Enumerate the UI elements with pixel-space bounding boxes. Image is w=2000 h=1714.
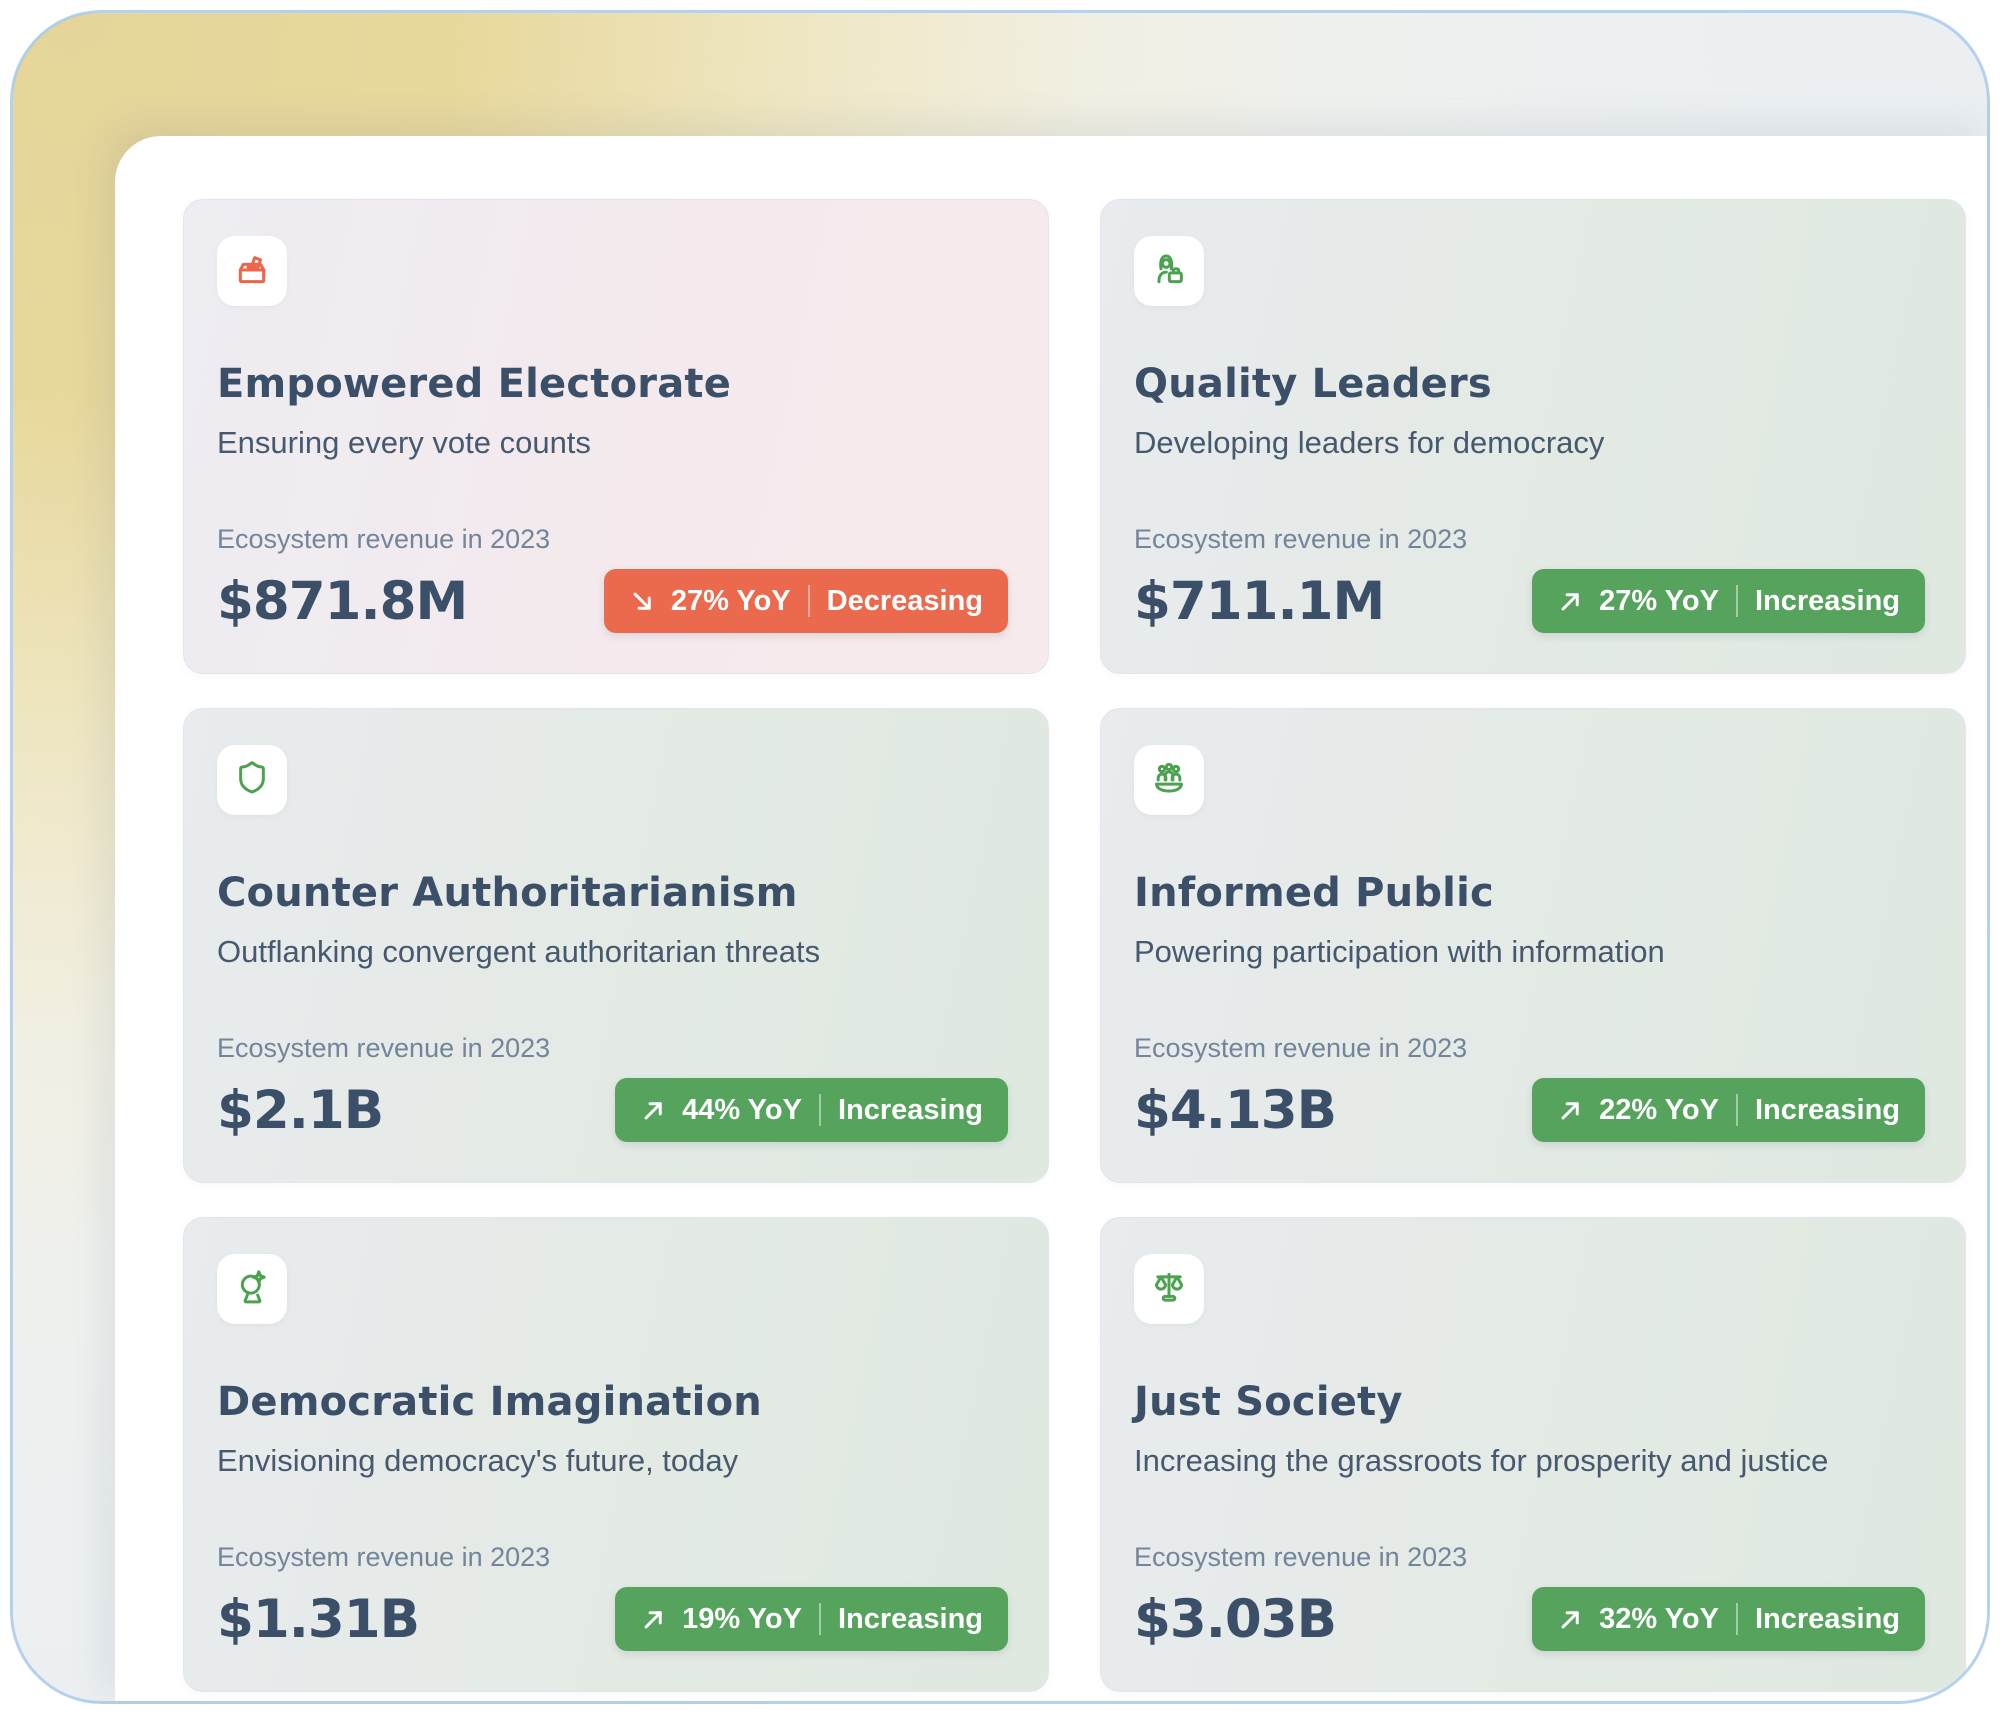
badge-divider: [1735, 585, 1738, 617]
metric-value: $4.13B: [1134, 1079, 1337, 1141]
trend-badge: 27% YoY Increasing: [1532, 569, 1925, 633]
content-panel: Empowered Electorate Ensuring every vote…: [115, 136, 1987, 1701]
kpi-card-empowered-electorate[interactable]: Empowered Electorate Ensuring every vote…: [183, 199, 1049, 674]
metric-label: Ecosystem revenue in 2023: [217, 1033, 551, 1063]
icon-box: [217, 1254, 287, 1324]
badge-yoy-text: 27% YoY: [1599, 584, 1719, 617]
metric-value: $3.03B: [1134, 1588, 1337, 1650]
metric-value: $1.31B: [217, 1588, 420, 1650]
icon-box: [1134, 236, 1204, 306]
badge-yoy-text: 44% YoY: [682, 1093, 802, 1126]
arrow-up-right-icon: [1561, 1610, 1579, 1628]
badge-yoy-text: 27% YoY: [670, 584, 791, 617]
badge-trend-text: Increasing: [837, 1602, 983, 1635]
badge-divider: [1735, 1603, 1738, 1635]
metric-label: Ecosystem revenue in 2023: [1134, 524, 1468, 554]
card-title: Quality Leaders: [1134, 361, 1492, 407]
arrow-up-right-icon: [1561, 592, 1579, 610]
icon-box: [1134, 1254, 1204, 1324]
arrow-up-right-icon: [644, 1610, 662, 1628]
trend-badge: 19% YoY Increasing: [615, 1587, 1008, 1651]
card-subtitle: Ensuring every vote counts: [217, 425, 591, 460]
badge-trend-text: Increasing: [1754, 584, 1900, 617]
badge-trend-text: Increasing: [837, 1093, 983, 1126]
metric-label: Ecosystem revenue in 2023: [217, 524, 551, 554]
kpi-cards-grid: Empowered Electorate Ensuring every vote…: [183, 199, 1966, 1692]
card-title: Informed Public: [1134, 870, 1494, 916]
icon-box: [217, 745, 287, 815]
metric-label: Ecosystem revenue in 2023: [217, 1542, 551, 1572]
metric-value: $711.1M: [1134, 570, 1385, 632]
metric-value: $2.1B: [217, 1079, 384, 1141]
arrow-up-right-icon: [644, 1101, 662, 1119]
arrow-down-right-icon: [633, 592, 651, 610]
card-subtitle: Envisioning democracy's future, today: [217, 1443, 739, 1478]
kpi-card-counter-authoritarianism[interactable]: Counter Authoritarianism Outflanking con…: [183, 708, 1049, 1183]
crystal-ball-icon: [232, 1267, 272, 1312]
badge-divider: [1735, 1094, 1738, 1126]
card-title: Democratic Imagination: [217, 1379, 762, 1425]
kpi-card-informed-public[interactable]: Informed Public Powering participation w…: [1100, 708, 1966, 1183]
arrow-up-right-icon: [1561, 1101, 1579, 1119]
card-subtitle: Increasing the grassroots for prosperity…: [1134, 1443, 1829, 1478]
badge-yoy-text: 22% YoY: [1599, 1093, 1719, 1126]
kpi-card-democratic-imagination[interactable]: Democratic Imagination Envisioning democ…: [183, 1217, 1049, 1692]
kpi-card-quality-leaders[interactable]: Quality Leaders Developing leaders for d…: [1100, 199, 1966, 674]
badge-divider: [818, 1094, 821, 1126]
trend-badge: 32% YoY Increasing: [1532, 1587, 1925, 1651]
metric-value: $871.8M: [217, 570, 468, 632]
trend-badge: 22% YoY Increasing: [1532, 1078, 1925, 1142]
trend-badge: 44% YoY Increasing: [615, 1078, 1008, 1142]
leader-person-icon: [1149, 249, 1189, 294]
badge-divider: [818, 1603, 821, 1635]
card-title: Counter Authoritarianism: [217, 870, 798, 916]
metric-label: Ecosystem revenue in 2023: [1134, 1542, 1468, 1572]
card-subtitle: Outflanking convergent authoritarian thr…: [217, 934, 821, 969]
kpi-card-just-society[interactable]: Just Society Increasing the grassroots f…: [1100, 1217, 1966, 1692]
ballot-box-icon: [232, 249, 272, 294]
badge-trend-text: Increasing: [1754, 1602, 1900, 1635]
shield-icon: [232, 758, 272, 803]
trend-badge: 27% YoY Decreasing: [603, 569, 1008, 633]
badge-yoy-text: 32% YoY: [1599, 1602, 1719, 1635]
audience-people-icon: [1149, 758, 1189, 803]
card-subtitle: Developing leaders for democracy: [1134, 425, 1605, 460]
card-title: Just Society: [1134, 1379, 1403, 1425]
icon-box: [1134, 745, 1204, 815]
card-title: Empowered Electorate: [217, 361, 732, 407]
badge-trend-text: Increasing: [1754, 1093, 1900, 1126]
badge-divider: [807, 585, 810, 617]
card-subtitle: Powering participation with information: [1134, 934, 1665, 969]
gradient-background-frame: Empowered Electorate Ensuring every vote…: [10, 10, 1990, 1704]
badge-yoy-text: 19% YoY: [682, 1602, 802, 1635]
scales-of-justice-icon: [1149, 1267, 1189, 1312]
icon-box: [217, 236, 287, 306]
badge-trend-text: Decreasing: [826, 584, 983, 617]
metric-label: Ecosystem revenue in 2023: [1134, 1033, 1468, 1063]
